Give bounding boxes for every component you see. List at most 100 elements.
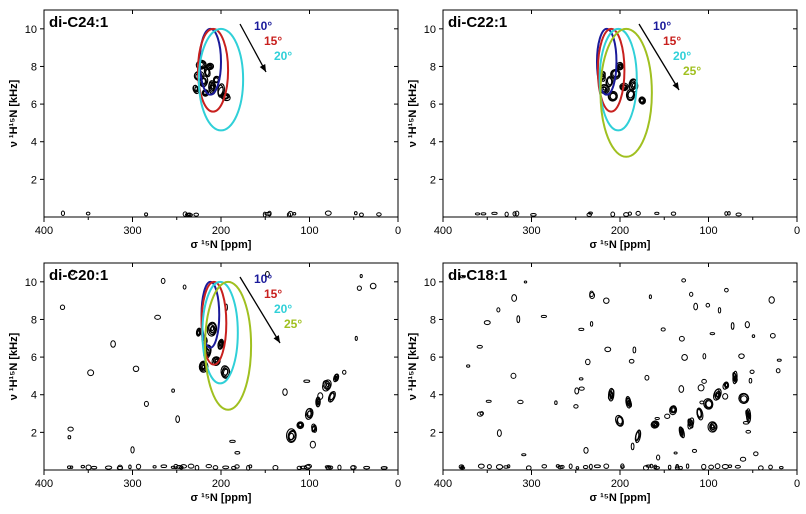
noise-contour xyxy=(476,344,483,349)
x-tick-label: 400 xyxy=(35,225,53,237)
noise-contour xyxy=(265,270,270,278)
noise-contour xyxy=(180,464,188,469)
peak-ring xyxy=(710,424,715,429)
y-tick-label: 10 xyxy=(424,277,436,289)
noise-contour xyxy=(234,450,241,455)
noise-contour xyxy=(182,284,187,290)
x-tick-label: 300 xyxy=(522,225,540,237)
noise-contour xyxy=(354,335,358,341)
noise-contour xyxy=(530,212,537,217)
peak-contour xyxy=(205,62,215,71)
x-tick-label: 200 xyxy=(212,225,230,237)
peak-ring xyxy=(311,426,316,431)
noise-contour xyxy=(474,212,481,216)
noise-contour xyxy=(722,393,729,400)
noise-contour xyxy=(516,315,521,324)
noise-contour xyxy=(187,463,195,469)
noise-contour xyxy=(644,374,650,381)
noise-contour xyxy=(476,411,484,417)
noise-contour xyxy=(296,465,303,470)
chart-panel-3: 400 300 200 100 0 2 4 6 8 10 σ ¹⁵N [ppm] ν ¹H¹⁵N [k… xyxy=(8,262,401,504)
noise-contour xyxy=(727,464,733,468)
noise-contour xyxy=(292,212,297,216)
noise-contour xyxy=(480,212,487,216)
peak-contour xyxy=(678,426,685,439)
peak-contour xyxy=(311,423,318,433)
pisa-wheel-25deg xyxy=(599,27,653,158)
noise-contour xyxy=(776,358,782,362)
legend-label: 15° xyxy=(663,34,681,48)
noise-contour xyxy=(523,280,528,284)
peak-contour xyxy=(615,414,624,427)
noise-contour xyxy=(660,327,666,332)
y-axis-label: ν ¹H¹⁵N [kHz] xyxy=(8,79,20,147)
noise-contour xyxy=(286,212,292,218)
peak-contour xyxy=(722,381,730,390)
peak-contour xyxy=(607,387,615,402)
noise-contour xyxy=(491,211,498,215)
noise-contour xyxy=(648,294,652,300)
noise-contour xyxy=(511,294,518,302)
panel-label: di-C22:1 xyxy=(448,14,507,31)
noise-contour xyxy=(702,353,707,360)
x-tick-label: 0 xyxy=(395,478,401,490)
peak-ring xyxy=(210,84,215,90)
noise-contour xyxy=(769,333,776,339)
noise-contour xyxy=(359,212,364,217)
peak-ring xyxy=(307,410,312,417)
direction-arrow xyxy=(239,276,281,344)
noise-contour xyxy=(583,446,589,454)
y-tick-label: 10 xyxy=(424,24,436,36)
panel-label: di-C24:1 xyxy=(49,14,108,31)
noise-contour xyxy=(632,346,637,354)
noise-contour xyxy=(350,465,357,470)
legend-label: 25° xyxy=(683,64,701,78)
peak-contour xyxy=(628,78,639,93)
noise-contour xyxy=(193,212,200,217)
noise-contour xyxy=(578,327,585,332)
noise-contour xyxy=(359,273,363,279)
peak-ring xyxy=(222,368,229,376)
noise-contour xyxy=(623,212,630,217)
noise-contour xyxy=(664,413,671,419)
noise-contour xyxy=(212,465,219,470)
peak-ring xyxy=(194,86,198,92)
noise-contour xyxy=(727,211,731,216)
noise-contour xyxy=(630,442,635,451)
noise-contour xyxy=(642,465,650,471)
x-tick-label: 100 xyxy=(300,478,318,490)
noise-contour xyxy=(342,369,347,375)
peak-ring xyxy=(734,375,737,381)
peak-ring xyxy=(208,65,212,68)
noise-contour xyxy=(222,465,230,470)
y-tick-label: 8 xyxy=(430,314,436,326)
x-tick-label: 400 xyxy=(434,478,452,490)
pisa-wheel-15deg xyxy=(200,280,228,366)
noise-contour xyxy=(325,465,332,471)
noise-contour xyxy=(128,464,132,470)
noise-contour xyxy=(628,358,635,364)
noise-contour xyxy=(512,211,517,217)
peak-ring xyxy=(201,364,206,370)
noise-contour xyxy=(132,365,140,373)
noise-contour xyxy=(574,387,580,395)
noise-contour xyxy=(578,386,585,391)
noise-contour xyxy=(653,465,660,470)
noise-contour xyxy=(635,210,641,216)
peak-ring xyxy=(616,415,624,427)
y-tick-label: 6 xyxy=(430,99,436,111)
peak-ring xyxy=(602,86,607,91)
peak-contour xyxy=(669,405,678,416)
legend-label: 10° xyxy=(254,272,272,286)
y-axis-label: ν ¹H¹⁵N [kHz] xyxy=(407,332,419,400)
noise-contour xyxy=(175,415,181,424)
noise-contour xyxy=(721,463,729,470)
peak-contour xyxy=(296,421,305,430)
noise-contour xyxy=(299,465,308,470)
panel-label: di-C20:1 xyxy=(49,267,108,284)
noise-contour xyxy=(568,463,573,469)
noise-contour xyxy=(143,400,149,407)
peak-ring xyxy=(716,392,720,398)
noise-contour xyxy=(521,453,527,457)
legend-label: 20° xyxy=(274,49,292,63)
